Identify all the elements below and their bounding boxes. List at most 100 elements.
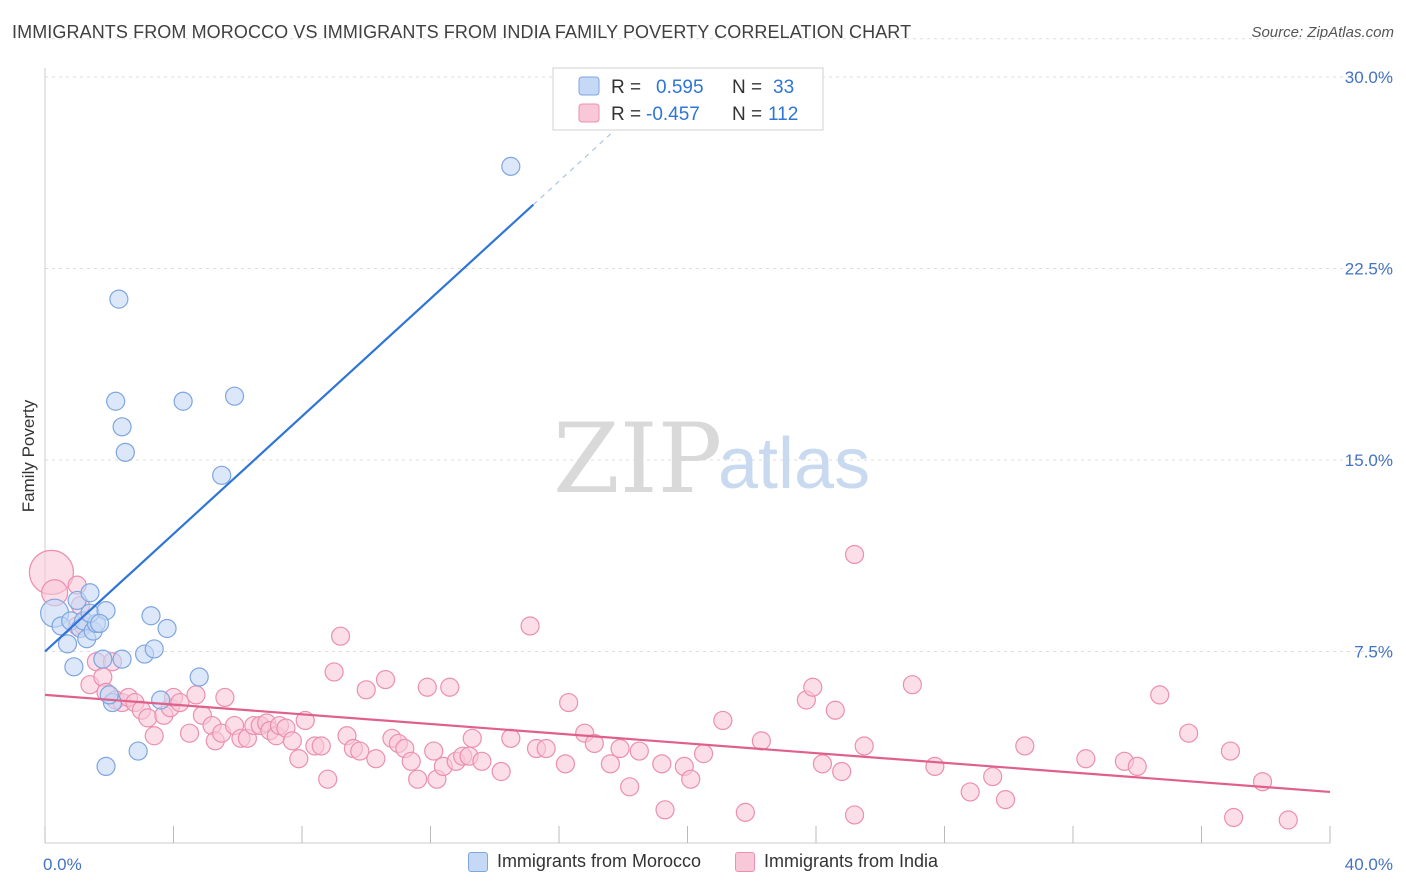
india-point-59 [424, 741, 444, 761]
india-point-93 [832, 761, 852, 782]
morocco-point-28 [151, 690, 171, 710]
india-point-82 [655, 800, 675, 820]
morocco-point-4 [64, 657, 84, 677]
india-point-22 [179, 723, 200, 743]
morocco-point-17 [96, 756, 116, 777]
india-point-80 [629, 741, 649, 761]
india-point-72 [536, 738, 556, 759]
india-point-69 [501, 728, 521, 748]
india-point-88 [751, 731, 771, 751]
india-point-45 [324, 662, 344, 682]
legend-india-label: Immigrants from India [763, 851, 939, 871]
axes [44, 68, 1331, 844]
india-point-94 [844, 805, 865, 825]
morocco-point-2 [57, 634, 78, 654]
india-point-91 [812, 754, 833, 774]
legend-morocco-label: Immigrants from Morocco [496, 851, 701, 871]
india-point-46 [330, 626, 351, 646]
india-point-108 [1220, 741, 1241, 761]
morocco-point-18 [106, 391, 126, 411]
tick-labels: 7.5% 15.0% 22.5% 30.0% 0.0% 40.0% [43, 68, 1393, 874]
india-point-106 [1150, 685, 1170, 705]
legend-item-morocco: Immigrants from Morocco [467, 851, 701, 872]
india-point-21 [170, 692, 190, 713]
morocco-point-29 [157, 618, 177, 639]
india-point-95 [854, 736, 874, 756]
india-point-68 [491, 761, 511, 782]
watermark: ZIP atlas [553, 403, 870, 515]
india-point-111 [1278, 810, 1298, 830]
india-swatch [578, 103, 600, 123]
india-point-100 [983, 767, 1003, 787]
morocco-point-27 [144, 639, 164, 659]
india-point-49 [350, 741, 370, 761]
y-axis-label: Family Poverty [19, 399, 38, 512]
india-point-78 [610, 738, 630, 759]
morocco-point-24 [128, 741, 148, 761]
india-point-84 [681, 769, 701, 789]
legend-morocco-swatch [467, 851, 488, 872]
india-point-103 [1076, 749, 1096, 769]
x-tick-label-min: 0.0% [43, 855, 82, 874]
india-point-62 [440, 677, 460, 697]
india-trend-line [44, 693, 1331, 794]
morocco-point-23 [112, 649, 132, 669]
india-point-81 [652, 754, 672, 774]
y-tick-label-0: 7.5% [1354, 643, 1393, 662]
morocco-point-33 [224, 386, 245, 406]
india-point-66 [462, 728, 482, 748]
india-point-67 [472, 751, 492, 771]
india-point-79 [620, 777, 640, 797]
india-point-39 [282, 731, 302, 751]
india-point-50 [356, 680, 376, 700]
india-point-56 [401, 751, 421, 771]
india-point-98 [925, 756, 945, 777]
morocco-point-20 [115, 442, 135, 462]
india-point-73 [555, 754, 576, 774]
x-tick-label-max: 40.0% [1345, 855, 1393, 874]
india-point-52 [375, 669, 396, 690]
india-point-96 [844, 544, 865, 565]
y-tick-label-2: 22.5% [1345, 260, 1393, 279]
india-point-92 [825, 700, 845, 720]
india-point-17 [144, 726, 164, 746]
morocco-point-15 [93, 649, 113, 669]
india-r-value: -0.457 [646, 104, 700, 125]
morocco-r-value: 0.595 [656, 77, 704, 98]
morocco-point-31 [189, 667, 209, 687]
india-point-44 [318, 769, 338, 789]
watermark-atlas: atlas [718, 424, 870, 504]
india-point-105 [1127, 756, 1147, 777]
india-point-97 [902, 675, 922, 695]
morocco-point-34 [501, 156, 521, 176]
india-point-87 [735, 802, 755, 822]
india-point-76 [584, 733, 604, 754]
y-tick-label-3: 30.0% [1345, 68, 1393, 87]
india-point-107 [1179, 723, 1199, 743]
morocco-point-9 [80, 583, 100, 603]
india-point-85 [693, 744, 714, 764]
india-point-74 [559, 692, 579, 713]
india-point-28 [215, 687, 235, 708]
india-point-110 [1224, 807, 1244, 828]
correlation-legend-box: R = 0.595 N = 33 R = -0.457 N = 112 [552, 67, 824, 131]
chart-title: IMMIGRANTS FROM MOROCCO VS IMMIGRANTS FR… [12, 22, 912, 42]
india-point-23 [186, 685, 206, 705]
india-point-99 [960, 782, 980, 802]
morocco-swatch [578, 76, 600, 96]
india-point-101 [995, 789, 1016, 810]
india-point-16 [138, 708, 158, 728]
india-point-57 [408, 769, 428, 789]
grid-lines [45, 38, 1395, 652]
india-point-86 [713, 710, 733, 731]
legend-india-swatch [734, 851, 755, 872]
morocco-n-value: 33 [773, 77, 794, 98]
morocco-point-30 [173, 391, 193, 411]
morocco-r-label: R = [611, 77, 641, 98]
india-n-value: 112 [768, 104, 798, 125]
morocco-point-26 [141, 606, 161, 626]
series-legend: Immigrants from Morocco Immigrants from … [0, 851, 1406, 872]
morocco-point-19 [112, 417, 132, 437]
morocco-point-14 [90, 613, 110, 634]
